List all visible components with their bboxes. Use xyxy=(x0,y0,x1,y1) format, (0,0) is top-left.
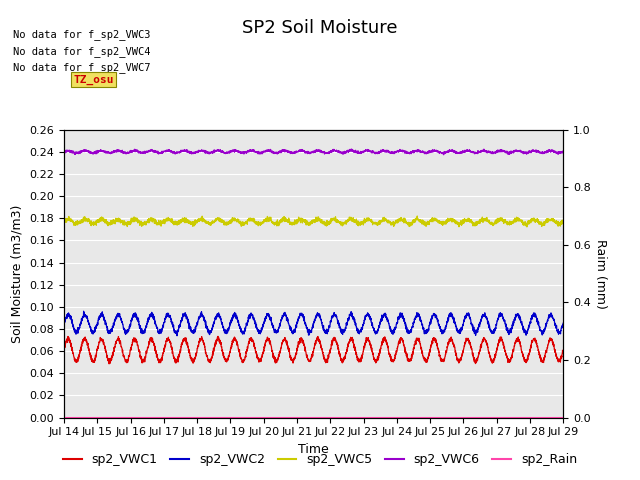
Line: sp2_VWC5: sp2_VWC5 xyxy=(64,216,563,227)
Y-axis label: Raim (mm): Raim (mm) xyxy=(595,239,607,309)
sp2_VWC1 xyxy=(105,361,113,367)
Line: sp2_VWC2: sp2_VWC2 xyxy=(64,311,563,336)
sp2_Rain xyxy=(147,415,154,420)
sp2_VWC5 xyxy=(60,216,68,222)
sp2_Rain xyxy=(60,415,68,420)
sp2_VWC1 xyxy=(252,348,260,354)
sp2_VWC6 xyxy=(550,148,557,154)
sp2_Rain xyxy=(273,415,281,420)
sp2_VWC5 xyxy=(147,215,154,221)
sp2_VWC2 xyxy=(496,313,504,319)
sp2_VWC2 xyxy=(147,312,155,317)
sp2_VWC1 xyxy=(147,337,155,343)
sp2_VWC1 xyxy=(273,356,281,362)
sp2_VWC5 xyxy=(273,220,281,226)
sp2_VWC1 xyxy=(117,344,125,349)
sp2_VWC5 xyxy=(252,219,259,225)
sp2_Rain xyxy=(550,415,557,420)
sp2_VWC2 xyxy=(60,319,68,324)
sp2_VWC1 xyxy=(559,347,567,353)
Legend: sp2_VWC1, sp2_VWC2, sp2_VWC5, sp2_VWC6, sp2_Rain: sp2_VWC1, sp2_VWC2, sp2_VWC5, sp2_VWC6, … xyxy=(58,448,582,471)
sp2_Rain xyxy=(252,415,259,420)
sp2_VWC6 xyxy=(496,149,504,155)
sp2_VWC5 xyxy=(550,219,557,225)
sp2_Rain xyxy=(117,415,125,420)
X-axis label: Time: Time xyxy=(298,443,329,456)
Text: No data for f_sp2_VWC7: No data for f_sp2_VWC7 xyxy=(13,62,150,73)
sp2_Rain xyxy=(559,415,567,420)
Y-axis label: Soil Moisture (m3/m3): Soil Moisture (m3/m3) xyxy=(11,204,24,343)
sp2_VWC6 xyxy=(117,148,125,154)
sp2_VWC2 xyxy=(550,317,557,323)
sp2_VWC5 xyxy=(559,218,567,224)
sp2_VWC2 xyxy=(559,320,567,326)
sp2_VWC5 xyxy=(117,218,125,224)
sp2_VWC5 xyxy=(413,213,421,219)
sp2_VWC6 xyxy=(440,152,447,157)
sp2_VWC6 xyxy=(252,149,259,155)
sp2_VWC1 xyxy=(496,336,504,342)
sp2_VWC6 xyxy=(60,148,68,154)
Text: TZ_osu: TZ_osu xyxy=(74,74,114,84)
sp2_VWC2 xyxy=(252,324,260,330)
sp2_VWC6 xyxy=(559,149,567,155)
sp2_VWC1 xyxy=(550,341,557,347)
sp2_VWC6 xyxy=(147,147,154,153)
Text: No data for f_sp2_VWC4: No data for f_sp2_VWC4 xyxy=(13,46,150,57)
sp2_VWC6 xyxy=(273,149,281,155)
Line: sp2_VWC1: sp2_VWC1 xyxy=(64,336,563,364)
sp2_VWC2 xyxy=(173,333,181,338)
sp2_VWC1 xyxy=(214,334,222,339)
sp2_VWC5 xyxy=(496,217,504,223)
Text: SP2 Soil Moisture: SP2 Soil Moisture xyxy=(243,19,397,37)
sp2_Rain xyxy=(496,415,504,420)
sp2_VWC2 xyxy=(273,329,281,335)
sp2_VWC6 xyxy=(348,146,355,152)
Line: sp2_VWC6: sp2_VWC6 xyxy=(64,149,563,155)
sp2_VWC2 xyxy=(117,317,125,323)
sp2_VWC1 xyxy=(60,345,68,351)
sp2_VWC2 xyxy=(80,308,88,314)
sp2_VWC5 xyxy=(523,224,531,230)
Text: No data for f_sp2_VWC3: No data for f_sp2_VWC3 xyxy=(13,29,150,40)
